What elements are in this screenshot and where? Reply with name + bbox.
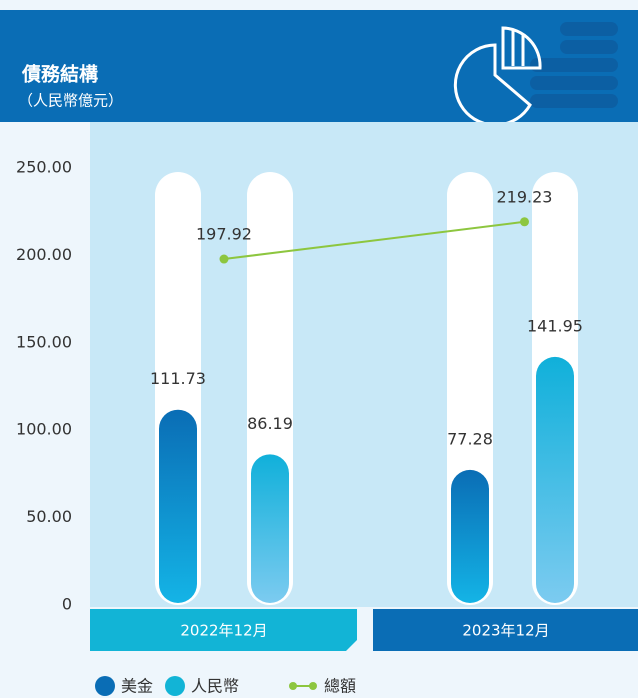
y-tick-label: 150.00 — [16, 332, 72, 351]
total-point — [219, 254, 229, 264]
value-label: 77.28 — [447, 429, 493, 448]
value-label: 197.92 — [196, 225, 252, 244]
legend-swatch — [289, 682, 297, 690]
x-tick-label: 2022年12月 — [180, 622, 267, 640]
y-tick-label: 100.00 — [16, 420, 72, 439]
header-deco — [530, 22, 618, 108]
value-label: 86.19 — [247, 414, 293, 433]
category-band — [90, 609, 357, 651]
value-label: 111.73 — [150, 369, 206, 388]
bar — [251, 454, 289, 603]
value-label: 219.23 — [497, 187, 553, 206]
y-tick-label: 50.00 — [26, 507, 72, 526]
chart-title: 債務結構 — [21, 63, 98, 86]
y-tick-label: 250.00 — [16, 158, 72, 177]
y-tick-label: 0 — [62, 595, 72, 614]
legend-label: 人民幣 — [191, 677, 239, 696]
legend-swatch — [95, 676, 115, 696]
value-label: 141.95 — [527, 316, 583, 335]
legend-label: 美金 — [121, 677, 153, 696]
y-tick-label: 200.00 — [16, 245, 72, 264]
legend-label: 總額 — [324, 677, 356, 696]
total-line — [223, 220, 525, 261]
bar — [536, 356, 574, 603]
bar — [451, 469, 489, 603]
bar — [159, 409, 197, 603]
category-band — [373, 609, 638, 651]
header-band — [0, 10, 638, 122]
chart-subtitle: （人民幣億元） — [18, 92, 123, 110]
legend-swatch — [165, 676, 185, 696]
legend-swatch — [309, 682, 317, 690]
total-point — [520, 217, 529, 227]
pie-icon — [453, 26, 542, 127]
x-tick-label: 2023年12月 — [462, 622, 549, 640]
